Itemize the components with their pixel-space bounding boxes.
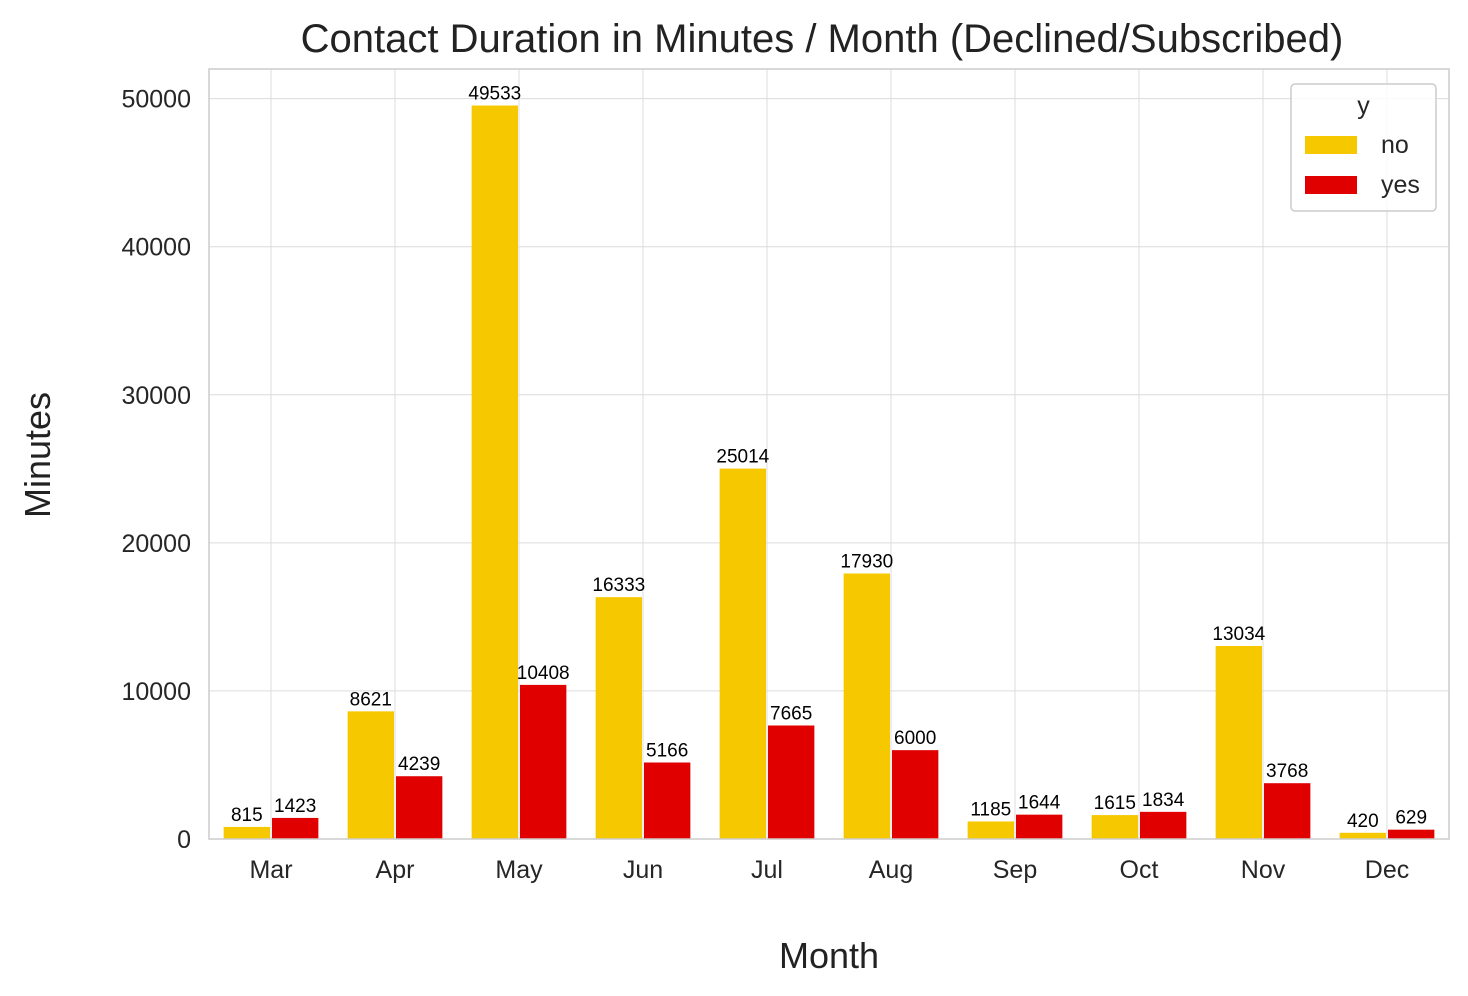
bar-yes-mar <box>272 817 319 839</box>
plot-frame <box>208 68 1450 840</box>
data-label-no-dec: 420 <box>1347 811 1379 832</box>
legend-swatch-yes <box>1305 176 1357 194</box>
legend-swatch-no <box>1305 136 1357 154</box>
bar-yes-sep <box>1016 814 1063 839</box>
y-tick-label: 30000 <box>121 382 191 410</box>
bar-no-apr <box>347 711 394 839</box>
data-label-no-jul: 25014 <box>716 447 769 468</box>
data-label-yes-may: 10408 <box>517 663 570 684</box>
bar-yes-jun <box>644 762 691 839</box>
y-tick-label: 50000 <box>121 86 191 114</box>
data-label-no-sep: 1185 <box>970 799 1011 820</box>
data-label-no-jun: 16333 <box>592 575 645 596</box>
legend: yno yes <box>1290 83 1437 212</box>
bar-no-aug <box>843 573 890 839</box>
data-label-yes-sep: 1644 <box>1018 793 1061 814</box>
y-tick-label: 40000 <box>121 234 191 262</box>
bar-yes-jul <box>768 725 815 839</box>
x-axis-label: Month <box>779 935 879 976</box>
bar-no-jul <box>719 468 766 839</box>
data-label-yes-nov: 3768 <box>1266 761 1308 782</box>
data-label-no-oct: 1615 <box>1094 793 1136 814</box>
plot-area: 815 8621 49533 16333 25014 17930 1185 1615 13034… <box>121 68 1450 884</box>
y-tick-label: 0 <box>177 826 191 854</box>
x-tick-label-apr: Apr <box>376 856 415 884</box>
x-tick-label-nov: Nov <box>1241 856 1286 884</box>
data-label-yes-jul: 7665 <box>770 703 812 724</box>
y-axis-label: Minutes <box>17 392 58 518</box>
legend-label-yes: yes <box>1381 171 1420 199</box>
bar-yes-apr <box>396 776 443 839</box>
bar-yes-oct <box>1140 811 1187 839</box>
x-tick-label-mar: Mar <box>249 856 292 884</box>
bar-no-oct <box>1091 815 1138 839</box>
x-tick-label-oct: Oct <box>1120 856 1159 884</box>
data-label-yes-jun: 5166 <box>646 741 688 762</box>
data-label-no-may: 49533 <box>468 84 521 105</box>
x-tick-label-may: May <box>495 856 543 884</box>
bar-no-may <box>471 105 518 839</box>
data-label-no-aug: 17930 <box>840 551 893 572</box>
y-tick-label: 10000 <box>121 678 191 706</box>
bar-no-mar <box>223 826 270 839</box>
y-tick-label: 20000 <box>121 530 191 558</box>
x-tick-label-jul: Jul <box>751 856 783 884</box>
legend-title: y <box>1357 92 1370 120</box>
data-label-no-nov: 13034 <box>1212 624 1265 645</box>
x-tick-label-dec: Dec <box>1365 856 1409 884</box>
bar-no-dec <box>1339 832 1386 839</box>
data-label-no-apr: 8621 <box>350 689 392 710</box>
bar-yes-nov <box>1264 783 1311 839</box>
bar-yes-may <box>520 684 567 839</box>
x-tick-label-jun: Jun <box>623 856 663 884</box>
data-label-yes-dec: 629 <box>1395 808 1427 829</box>
data-label-no-mar: 815 <box>231 805 263 826</box>
bar-no-nov <box>1215 645 1262 839</box>
bar-no-sep <box>967 821 1014 839</box>
bar-yes-dec <box>1388 829 1435 839</box>
chart-title: Contact Duration in Minutes / Month (Dec… <box>301 17 1344 61</box>
data-label-yes-aug: 6000 <box>894 728 936 749</box>
x-tick-label-sep: Sep <box>993 856 1037 884</box>
bar-no-jun <box>595 597 642 839</box>
legend-label-no: no <box>1381 131 1409 159</box>
data-label-yes-apr: 4239 <box>398 754 440 775</box>
data-label-yes-mar: 1423 <box>274 796 316 817</box>
x-tick-label-aug: Aug <box>869 856 913 884</box>
bar-yes-aug <box>892 750 939 839</box>
data-label-yes-oct: 1834 <box>1142 790 1185 811</box>
